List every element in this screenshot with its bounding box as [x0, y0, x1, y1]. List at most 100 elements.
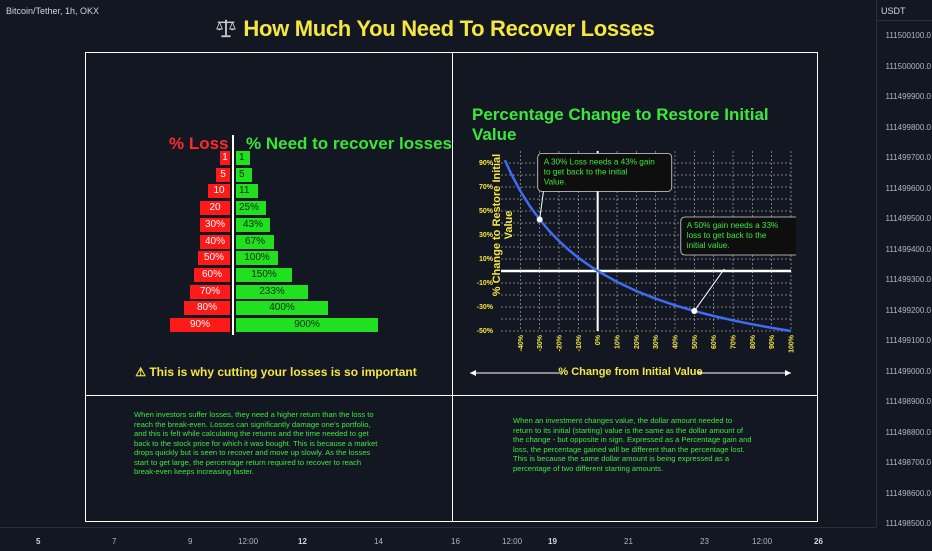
loss-cell: 1 [220, 151, 230, 165]
gain-cell: 150% [236, 267, 292, 282]
callout-box [537, 152, 673, 192]
price-tick: 111499000.0 [885, 366, 931, 376]
loss-header: % Loss [169, 134, 229, 153]
x-tick-label: -10% [576, 334, 583, 351]
gain-cell: 25% [236, 201, 266, 216]
x-tick-label: -30% [537, 334, 544, 351]
recovery-curve [503, 159, 792, 333]
x-tick-label: -40% [518, 334, 525, 351]
warning-text: ⚠ This is why cutting your losses is so … [135, 365, 417, 379]
callout-pointer-1 [539, 189, 545, 220]
gain-cell: 400% [236, 301, 328, 316]
pyramid-divider [232, 135, 234, 335]
x-tick-label: 70% [731, 334, 738, 349]
loss-cell: 30% [200, 217, 230, 232]
price-tick: 111500100.0 [885, 31, 931, 40]
page-title: How Much You Need To Recover Losses [0, 16, 870, 42]
balance-scale-icon [216, 19, 237, 38]
y-tick-label: 50% [479, 208, 494, 215]
time-tick: 5 [36, 537, 41, 546]
gain-cell: 233% [236, 284, 308, 299]
recovery-chart: 90% 70% 50% 30% 10% -10% -30% -50% -40% -30% -20% -… [477, 151, 796, 353]
page-title-text: How Much You Need To Recover Losses [243, 16, 655, 41]
infographic-board: % Loss % Need to recover losses 1 1 5 5 10 11… [85, 52, 818, 522]
price-tick: 111499100.0 [885, 336, 931, 345]
loss-cell: 20 [200, 201, 230, 216]
x-axis-arrow-icon [470, 366, 791, 380]
price-tick: 111498800.0 [885, 427, 931, 437]
x-tick-label: -20% [557, 334, 564, 351]
loss-cell: 50% [198, 251, 230, 266]
gain-cell: 43% [236, 217, 270, 232]
time-tick: 12 [298, 537, 307, 546]
callout-text: A 30% Loss needs a 43% gain to get back t… [544, 157, 656, 186]
y-tick-label: 90% [479, 160, 494, 167]
time-tick: 12:00 [502, 537, 523, 546]
price-tick: 111499300.0 [885, 275, 931, 284]
gain-cell: 100% [236, 251, 278, 266]
x-tick-label: 100% [789, 334, 796, 353]
explanation-left: When investors suffer losses, they need … [134, 410, 378, 476]
symbol-title: Bitcoin/Tether, 1h, OKX [6, 6, 100, 16]
gain-cell: 900% [236, 318, 378, 332]
gain-cell: 11 [236, 184, 258, 199]
price-tick: 111498600.0 [885, 488, 931, 498]
x-tick-label: 80% [750, 334, 757, 349]
price-tick: 111500000.0 [885, 61, 931, 71]
price-axis[interactable]: USDT 111500100.0 111500000.0 111499900.0 11… [876, 0, 932, 528]
time-axis[interactable]: 5 7 9 12:00 12 14 16 12:00 19 21 23 12:00 26 [0, 527, 876, 551]
loss-cell: 70% [190, 284, 230, 299]
callout-box [680, 216, 796, 256]
price-tick: 111499900.0 [885, 92, 931, 101]
loss-cell: 80% [184, 301, 230, 316]
x-tick-label: 50% [692, 334, 699, 349]
currency-label[interactable]: USDT [881, 6, 906, 16]
loss-cell: 40% [200, 234, 230, 249]
highlight-point [536, 216, 543, 223]
price-tick: 111499800.0 [885, 122, 931, 132]
y-tick-label: 70% [479, 184, 494, 191]
y-tick-label: -30% [477, 304, 494, 311]
chart-x-axis-label-row: % Change from Initial Value [468, 366, 793, 380]
price-tick: 111499200.0 [885, 305, 931, 315]
price-tick: 111499500.0 [885, 214, 931, 223]
explanation-right: When an investment changes value, the do… [513, 416, 752, 473]
board-divider-vertical [452, 53, 453, 521]
loss-cell: 5 [216, 167, 230, 182]
gain-cell: 1 [236, 151, 250, 165]
callout-pointer-2 [693, 268, 725, 312]
x-tick-label: 20% [634, 334, 641, 349]
y-tick-label: -50% [477, 328, 494, 335]
x-tick-label: 40% [673, 334, 680, 349]
highlight-point [691, 307, 698, 314]
price-tick: 111498500.0 [885, 519, 931, 528]
x-tick-label: 30% [653, 334, 660, 349]
price-tick: 111498700.0 [885, 458, 931, 467]
price-tick: 111499700.0 [885, 153, 931, 162]
time-tick: 19 [548, 537, 557, 546]
time-tick: 12:00 [238, 537, 259, 546]
time-tick: 21 [624, 537, 633, 546]
callout-text: A 50% gain needs a 33% loss to get back t… [687, 221, 779, 250]
currency-divider [877, 20, 932, 21]
time-tick: 14 [374, 537, 383, 546]
chart-x-axis-label: % Change from Initial Value [558, 366, 703, 378]
x-tick-label: 10% [615, 334, 622, 349]
y-tick-label: 30% [479, 232, 494, 239]
price-tick: 111499400.0 [885, 244, 931, 254]
gain-cell: 5 [236, 167, 252, 182]
gain-cell: 67% [236, 234, 274, 249]
x-tick-label: 0% [595, 334, 602, 345]
x-tick-label: 90% [769, 334, 776, 349]
gain-header: % Need to recover losses [246, 134, 452, 153]
time-tick: 9 [188, 537, 193, 546]
price-tick: 111498900.0 [885, 397, 931, 406]
loss-cell: 10 [208, 184, 230, 199]
price-tick: 111499600.0 [885, 183, 931, 193]
x-tick-label: 60% [711, 334, 718, 349]
board-divider-horizontal [86, 395, 817, 396]
time-tick: 26 [814, 537, 823, 546]
time-tick: 7 [112, 537, 117, 546]
chart-title: Percentage Change to Restore Initial Val… [472, 105, 769, 144]
y-tick-label: 10% [479, 256, 494, 263]
